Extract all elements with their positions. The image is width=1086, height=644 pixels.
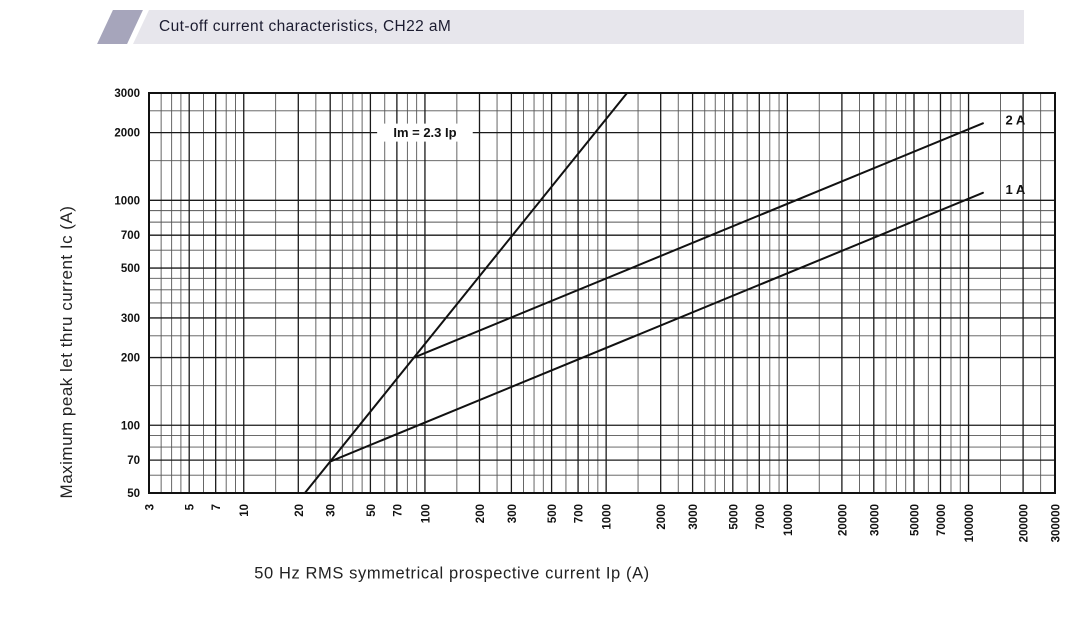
svg-text:50: 50	[127, 488, 140, 500]
svg-text:10000: 10000	[783, 504, 795, 536]
svg-text:20000: 20000	[837, 504, 849, 536]
svg-text:2 A: 2 A	[1006, 112, 1026, 127]
svg-text:300: 300	[121, 313, 140, 325]
svg-text:5000: 5000	[728, 504, 740, 530]
svg-text:70: 70	[127, 455, 140, 467]
svg-text:300000: 300000	[1051, 504, 1063, 542]
svg-text:7: 7	[211, 504, 223, 510]
svg-text:500: 500	[547, 504, 559, 523]
header-banner: Cut-off current characteristics, CH22 aM	[133, 10, 1024, 44]
page-title: Cut-off current characteristics, CH22 aM	[159, 18, 452, 35]
svg-text:10: 10	[239, 504, 251, 517]
svg-text:700: 700	[121, 230, 140, 242]
svg-text:Im = 2.3 Ip: Im = 2.3 Ip	[393, 125, 456, 140]
svg-text:300: 300	[507, 504, 519, 523]
svg-text:70: 70	[392, 504, 404, 517]
x-axis-title: 50 Hz RMS symmetrical prospective curren…	[254, 564, 650, 583]
svg-text:2000: 2000	[656, 504, 668, 530]
svg-text:700: 700	[574, 504, 586, 523]
svg-text:50000: 50000	[909, 504, 921, 536]
svg-text:3: 3	[145, 504, 157, 510]
svg-text:200000: 200000	[1019, 504, 1031, 542]
svg-text:30: 30	[326, 504, 338, 517]
svg-text:100: 100	[420, 504, 432, 523]
svg-text:2000: 2000	[114, 128, 140, 140]
svg-text:100000: 100000	[964, 504, 976, 542]
svg-text:500: 500	[121, 263, 140, 275]
svg-text:30000: 30000	[869, 504, 881, 536]
svg-text:3000: 3000	[688, 504, 700, 530]
svg-text:100: 100	[121, 420, 140, 432]
svg-text:3000: 3000	[114, 88, 140, 100]
svg-text:1000: 1000	[602, 504, 614, 530]
svg-text:200: 200	[475, 504, 487, 523]
svg-text:1 A: 1 A	[1006, 182, 1026, 197]
svg-text:20: 20	[294, 504, 306, 517]
svg-text:70000: 70000	[936, 504, 948, 536]
svg-text:1000: 1000	[114, 195, 140, 207]
svg-text:50: 50	[366, 504, 378, 517]
svg-text:200: 200	[121, 353, 140, 365]
svg-text:7000: 7000	[755, 504, 767, 530]
svg-text:5: 5	[185, 503, 197, 510]
y-axis-title: Maximum peak let thru current Ic (A)	[57, 205, 76, 499]
